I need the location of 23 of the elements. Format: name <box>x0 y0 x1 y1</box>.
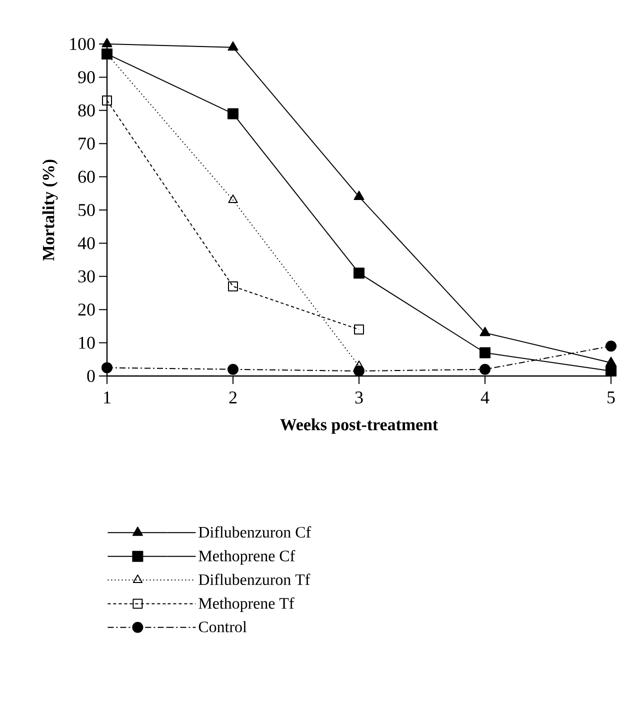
y-tick-label: 50 <box>78 204 95 216</box>
y-tick-label: 60 <box>78 170 95 183</box>
y-tick-label: 70 <box>78 138 95 150</box>
y-tick-label: 20 <box>78 304 95 316</box>
y-tick-label: 40 <box>78 237 95 250</box>
x-axis-title: Weeks post-treatment <box>280 418 438 434</box>
x-tick-label: 2 <box>229 392 236 404</box>
y-tick-label: 100 <box>70 38 95 50</box>
y-tick-label: 80 <box>78 104 95 116</box>
x-tick-label: 5 <box>608 392 615 404</box>
legend-label: Control <box>198 621 247 632</box>
legend-label: Diflubenzuron Tf <box>198 574 310 586</box>
y-tick-label: 30 <box>78 270 95 282</box>
legend-label: Methoprene Tf <box>198 597 294 612</box>
legend-label: Diflubenzuron Cf <box>198 526 312 538</box>
y-tick-label: 10 <box>79 336 95 349</box>
y-tick-label: 0 <box>87 370 95 382</box>
y-tick-label: 90 <box>78 71 95 84</box>
legend-label: Methoprene Cf <box>198 550 296 565</box>
x-tick-label: 3 <box>355 392 363 404</box>
x-tick-label: 4 <box>480 392 490 404</box>
y-axis-title: Mortality (%) <box>42 160 58 261</box>
x-tick-label: 1 <box>104 392 110 404</box>
